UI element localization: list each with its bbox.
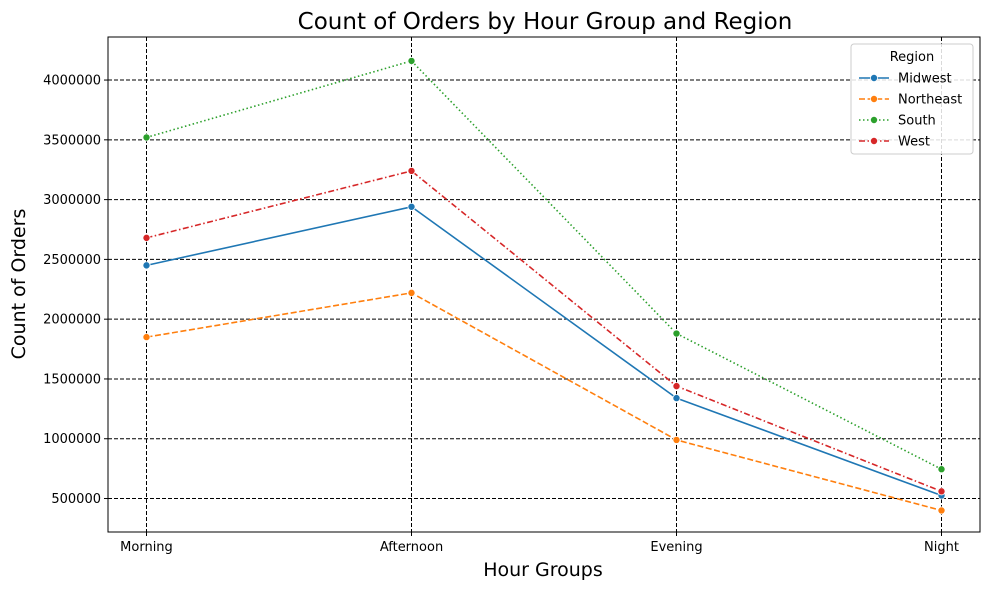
x-tick-label: Night [924, 540, 959, 555]
x-axis: Morning Afternoon Evening Night [120, 532, 959, 555]
data-point [937, 506, 946, 515]
y-axis: 500000 1000000 1500000 2000000 2500000 300000… [43, 74, 108, 507]
y-tick-label: 4000000 [43, 74, 101, 89]
legend-label: South [898, 114, 936, 129]
series-line [146, 205, 942, 497]
data-point [407, 166, 416, 175]
legend: Region Midwest Northeast South West [850, 43, 974, 155]
data-point [142, 333, 151, 342]
grid [108, 37, 980, 532]
y-tick-label: 500000 [51, 492, 101, 507]
legend-label: Northeast [898, 93, 962, 108]
series-northeast [142, 288, 946, 515]
legend-box [850, 43, 974, 155]
data-point [407, 202, 416, 211]
series-line [146, 170, 942, 493]
data-point [937, 487, 946, 496]
legend-label: Midwest [898, 72, 952, 87]
x-tick-label: Evening [650, 540, 702, 555]
y-axis-title: Count of Orders [8, 209, 30, 360]
x-axis-title: Hour Groups [483, 559, 603, 581]
series-west [142, 166, 946, 496]
series-south [142, 56, 946, 474]
y-tick-label: 3000000 [43, 193, 101, 208]
legend-marker [870, 95, 879, 104]
data-point [937, 465, 946, 474]
y-tick-label: 1000000 [43, 432, 101, 447]
data-point [672, 382, 681, 391]
data-point [407, 56, 416, 65]
legend-marker [870, 74, 879, 83]
legend-item: West [859, 135, 930, 150]
data-point [142, 133, 151, 142]
data-point [672, 329, 681, 338]
data-point [407, 288, 416, 297]
data-point [142, 261, 151, 270]
series-midwest [142, 202, 946, 500]
x-tick-label: Morning [120, 540, 173, 555]
legend-title: Region [890, 50, 935, 65]
chart-title: Count of Orders by Hour Group and Region [298, 9, 793, 35]
y-tick-label: 2000000 [43, 313, 101, 328]
data-point [672, 394, 681, 403]
series-line [146, 60, 942, 470]
x-tick-label: Afternoon [380, 540, 443, 555]
legend-item: Northeast [859, 93, 962, 108]
legend-item: Midwest [859, 72, 952, 87]
y-tick-label: 2500000 [43, 253, 101, 268]
series-line [146, 292, 942, 512]
plot-frame [107, 36, 981, 533]
y-tick-label: 3500000 [43, 133, 101, 148]
series-layer [142, 56, 946, 515]
y-tick-label: 1500000 [43, 372, 101, 387]
data-point [672, 435, 681, 444]
legend-item: South [859, 114, 936, 129]
legend-label: West [898, 135, 930, 150]
legend-marker [870, 136, 879, 145]
data-point [142, 233, 151, 242]
legend-marker [870, 116, 879, 125]
